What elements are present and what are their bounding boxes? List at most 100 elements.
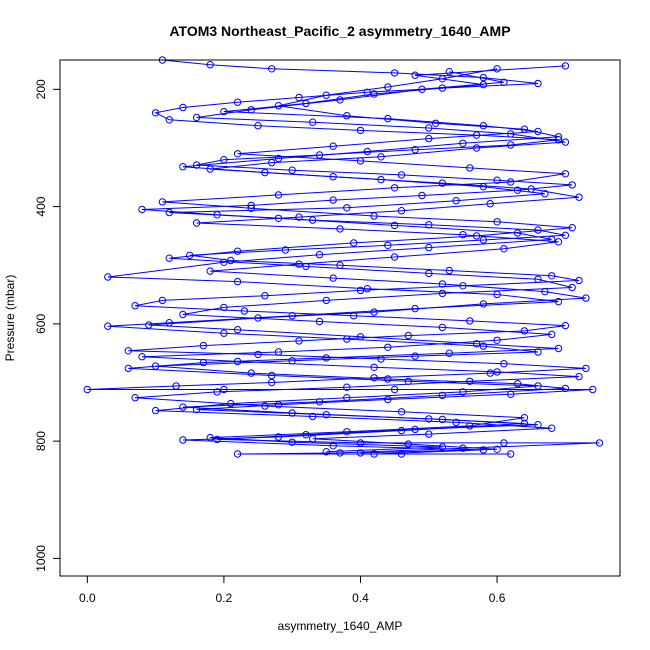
data-point: [472, 144, 481, 152]
data-point: [425, 243, 433, 252]
data-point: [254, 122, 262, 130]
data-point: [151, 109, 160, 117]
data-point: [438, 323, 447, 332]
data-point: [343, 394, 351, 402]
x-tick-label: 0.4: [352, 591, 369, 605]
data-point: [452, 418, 460, 427]
data-point: [363, 285, 371, 293]
data-point: [233, 277, 242, 286]
data-point: [131, 394, 139, 402]
data-point: [329, 442, 337, 450]
data-point: [493, 445, 501, 453]
y-tick-label: 800: [34, 431, 48, 451]
data-point: [500, 439, 508, 447]
data-point: [206, 433, 214, 442]
data-point: [425, 134, 433, 143]
data-point: [322, 448, 330, 456]
data-point: [459, 139, 467, 148]
data-point: [268, 65, 276, 73]
data-point: [343, 383, 351, 391]
data-point: [370, 308, 378, 316]
data-point: [493, 65, 501, 73]
data-point: [138, 205, 146, 214]
data-point: [370, 363, 378, 371]
data-point: [459, 231, 467, 239]
series-line: [128, 71, 586, 454]
data-point: [220, 329, 228, 337]
data-point: [363, 147, 371, 156]
data-point: [397, 450, 406, 458]
data-point: [206, 165, 214, 173]
x-tick-label: 0.2: [216, 591, 233, 605]
data-point: [582, 294, 590, 302]
data-point: [172, 382, 180, 390]
data-point: [233, 357, 242, 366]
data-point: [411, 71, 419, 79]
x-tick-label: 0.6: [489, 591, 506, 605]
data-point: [479, 80, 488, 89]
data-point: [233, 247, 242, 255]
data-point: [192, 113, 201, 122]
data-point: [356, 157, 365, 165]
y-tick-label: 1000: [34, 545, 48, 572]
data-point: [575, 372, 583, 381]
data-point: [561, 62, 570, 70]
data-point: [336, 96, 344, 104]
data-point: [589, 385, 597, 394]
data-point: [309, 118, 317, 126]
data-point: [220, 303, 228, 312]
data-point: [445, 266, 453, 275]
data-point: [370, 212, 378, 220]
data-point: [411, 352, 419, 360]
data-point: [561, 384, 570, 393]
data-point: [568, 224, 576, 232]
data-point: [329, 274, 337, 282]
data-point: [472, 232, 481, 240]
data-point: [548, 330, 556, 339]
data-point: [179, 436, 187, 444]
data-point: [527, 185, 535, 193]
x-tick-label: 0.0: [79, 591, 96, 605]
data-point: [104, 322, 112, 330]
data-point: [322, 91, 330, 99]
y-tick-label: 600: [34, 314, 48, 334]
data-point: [500, 78, 508, 87]
data-point: [507, 390, 515, 398]
data-point: [158, 198, 167, 206]
data-point: [329, 142, 337, 150]
data-point: [459, 444, 467, 452]
data-point: [425, 124, 433, 132]
chart-title: ATOM3 Northeast_Pacific_2 asymmetry_1640…: [169, 23, 510, 39]
data-point: [554, 133, 563, 141]
data-point: [179, 310, 187, 319]
data-point: [500, 360, 508, 368]
data-point: [240, 307, 249, 315]
data-point: [397, 171, 406, 179]
data-point: [315, 251, 324, 259]
data-point: [466, 317, 474, 325]
data-point: [261, 292, 269, 300]
data-point: [370, 450, 378, 458]
data-point: [568, 283, 576, 292]
data-point: [356, 449, 365, 457]
data-point: [507, 141, 515, 149]
data-point: [384, 395, 392, 404]
series-0: [83, 56, 604, 458]
data-point: [452, 197, 460, 205]
data-point: [438, 391, 447, 400]
data-point: [479, 342, 488, 350]
data-point: [247, 369, 255, 377]
data-point: [227, 256, 235, 265]
data-point: [309, 412, 317, 421]
data-point: [425, 430, 433, 438]
data-point: [343, 112, 351, 120]
data-point: [438, 280, 447, 288]
data-point: [397, 426, 406, 435]
data-point: [561, 321, 570, 330]
data-point: [233, 326, 242, 334]
data-point: [192, 219, 201, 227]
data-point: [397, 408, 406, 416]
data-point: [390, 69, 399, 77]
data-point: [397, 207, 406, 215]
data-point: [390, 221, 399, 230]
